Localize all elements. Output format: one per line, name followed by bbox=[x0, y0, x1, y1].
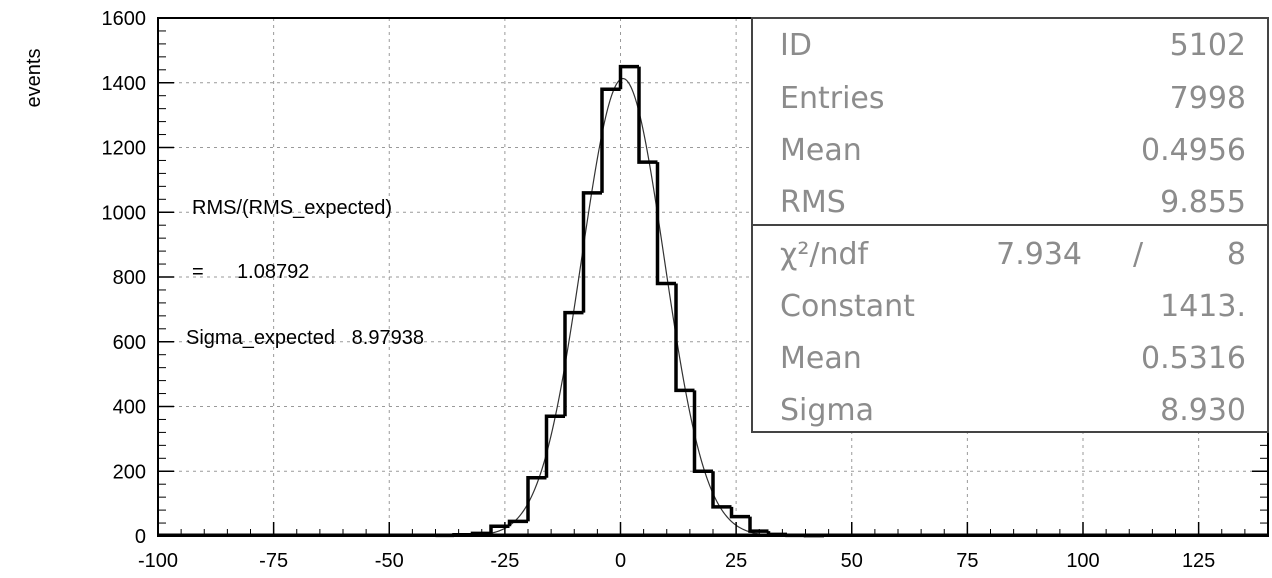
histogram-bin bbox=[637, 66, 658, 164]
x-tick-label: 75 bbox=[956, 550, 978, 572]
y-tick-label: 200 bbox=[113, 461, 146, 483]
histogram-bin bbox=[507, 519, 528, 527]
histogram-bin bbox=[618, 64, 639, 90]
y-tick-label: 800 bbox=[113, 267, 146, 289]
histogram-bin bbox=[711, 471, 732, 509]
y-tick-label: 1400 bbox=[102, 73, 147, 95]
y-tick-label: 0 bbox=[135, 526, 146, 548]
annotation-rms-value: = 1.08792 bbox=[192, 261, 309, 283]
x-tick-label: 100 bbox=[1066, 550, 1099, 572]
y-axis-label: events bbox=[23, 49, 45, 108]
histogram-bin bbox=[729, 506, 750, 519]
fit-mean-label: Mean bbox=[780, 341, 862, 376]
fit-chi2-label: χ²/ndf bbox=[780, 237, 870, 272]
y-tick-label: 400 bbox=[113, 397, 146, 419]
histogram-bin bbox=[526, 475, 547, 522]
histogram-bin bbox=[470, 531, 491, 536]
x-tick-label: 125 bbox=[1182, 550, 1215, 572]
stat-entries-value: 7998 bbox=[1170, 81, 1246, 116]
y-tick-label: 600 bbox=[113, 332, 146, 354]
stats-box: ID 5102 Entries 7998 Mean 0.4956 RMS 9.8… bbox=[751, 17, 1269, 433]
histogram-bin bbox=[655, 162, 676, 286]
histogram-bin bbox=[600, 87, 621, 193]
y-tick-label: 1000 bbox=[102, 202, 147, 224]
histogram-bin bbox=[563, 310, 584, 417]
annotation-rms-ratio: RMS/(RMS_expected) bbox=[192, 197, 392, 219]
histogram-bin bbox=[674, 283, 695, 393]
stat-rms-value: 9.855 bbox=[1160, 185, 1246, 220]
stat-entries-label: Entries bbox=[780, 81, 885, 116]
y-tick-label: 1200 bbox=[102, 138, 147, 160]
x-tick-label: -50 bbox=[375, 550, 404, 572]
histogram-bin bbox=[766, 531, 787, 537]
fit-sigma-value: 8.930 bbox=[1160, 393, 1246, 428]
histogram-bin bbox=[581, 191, 602, 313]
fit-chi2-separator: / bbox=[1133, 237, 1144, 272]
histogram-bin bbox=[544, 414, 565, 478]
fit-mean-value: 0.5316 bbox=[1141, 341, 1246, 376]
histogram-bin bbox=[692, 390, 713, 473]
histogram-bin bbox=[748, 516, 769, 533]
x-axis-ticks: -100 -75 -50 -25 0 25 50 75 100 125 bbox=[138, 522, 1269, 572]
x-tick-label: 0 bbox=[615, 550, 626, 572]
y-tick-label: 1600 bbox=[102, 8, 147, 30]
x-tick-label: -25 bbox=[490, 550, 519, 572]
stat-id-value: 5102 bbox=[1170, 28, 1246, 63]
x-tick-label: -100 bbox=[138, 550, 178, 572]
fit-sigma-label: Sigma bbox=[780, 393, 874, 428]
annotation-sigma-expected: Sigma_expected 8.97938 bbox=[186, 327, 424, 349]
fit-constant-label: Constant bbox=[780, 289, 915, 324]
fit-constant-value: 1413. bbox=[1160, 289, 1246, 324]
x-tick-label: 25 bbox=[725, 550, 747, 572]
fit-ndf-value: 8 bbox=[1227, 237, 1246, 272]
stat-id-label: ID bbox=[780, 28, 812, 63]
stat-mean-label: Mean bbox=[780, 133, 862, 168]
stat-rms-label: RMS bbox=[780, 185, 846, 220]
histogram-bin bbox=[489, 524, 510, 534]
x-tick-label: 50 bbox=[841, 550, 863, 572]
x-tick-label: -75 bbox=[259, 550, 288, 572]
stat-mean-value: 0.4956 bbox=[1141, 133, 1246, 168]
fit-chi2-value: 7.934 bbox=[996, 237, 1082, 272]
